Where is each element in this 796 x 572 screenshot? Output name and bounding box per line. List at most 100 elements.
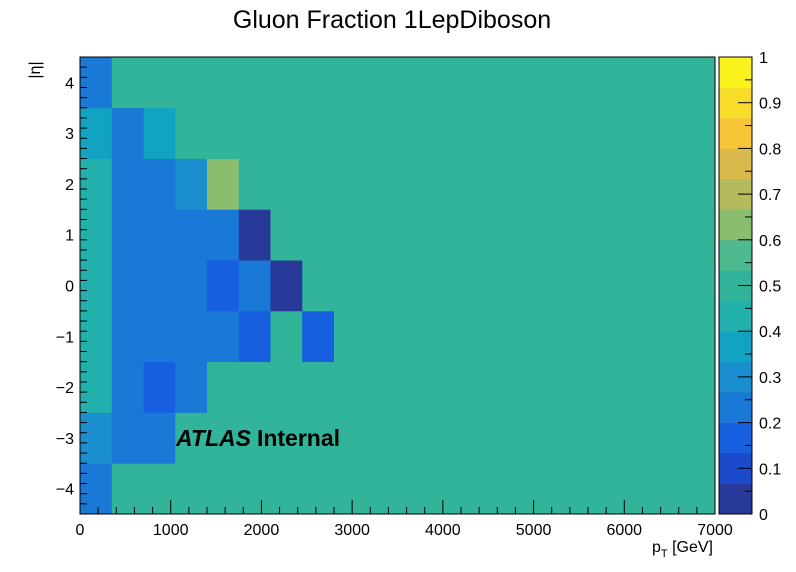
colorbar-segment bbox=[719, 117, 752, 149]
colorbar-segment bbox=[719, 300, 752, 332]
heatmap-cell bbox=[207, 463, 240, 515]
y-tick-label: −2 bbox=[56, 380, 74, 397]
heatmap-cell bbox=[207, 158, 240, 210]
heatmap-cell bbox=[175, 107, 208, 159]
heatmap-cell bbox=[80, 158, 113, 210]
colorbar-tick-label: 0 bbox=[759, 507, 768, 524]
heatmap-cell bbox=[238, 361, 271, 413]
heatmap-cell bbox=[238, 463, 271, 515]
x-axis-label: pT [GeV] bbox=[652, 539, 713, 560]
x-tick-label: 4000 bbox=[425, 522, 461, 539]
y-tick-label: −1 bbox=[56, 329, 74, 346]
heatmap-cell bbox=[143, 361, 176, 413]
y-axis-label: |η| bbox=[27, 61, 44, 78]
heatmap-cell bbox=[334, 412, 716, 464]
heatmap-cell bbox=[80, 57, 113, 109]
heatmap-cell bbox=[143, 57, 176, 109]
heatmap-cell bbox=[270, 310, 303, 363]
heatmap-cell bbox=[334, 260, 716, 312]
heatmap-cell bbox=[175, 57, 208, 109]
x-tick-label: 7000 bbox=[697, 522, 733, 539]
y-tick-label: 3 bbox=[65, 126, 74, 143]
x-axis-label-unit: [GeV] bbox=[668, 539, 713, 556]
heatmap-cell bbox=[270, 107, 303, 159]
chart-title: Gluon Fraction 1LepDiboson bbox=[233, 6, 551, 34]
heatmap-cell bbox=[207, 209, 240, 261]
heatmap-cell bbox=[270, 57, 303, 109]
heatmap-cell bbox=[111, 158, 144, 210]
heatmap-cell bbox=[111, 361, 144, 413]
heatmap-cell bbox=[111, 310, 144, 363]
y-tick-label: 1 bbox=[65, 228, 74, 245]
colorbar-tick-label: 0.6 bbox=[759, 233, 781, 250]
x-tick-label: 2000 bbox=[244, 522, 280, 539]
heatmap-cell bbox=[238, 107, 271, 159]
x-tick-label: 3000 bbox=[334, 522, 370, 539]
colorbar-segment bbox=[719, 483, 752, 515]
colorbar-tick-label: 1 bbox=[759, 50, 768, 67]
heatmap-cell bbox=[175, 310, 208, 363]
color-scale: 0 0.1 0.2 0.3 0.4 0.5 0.6 0.7 0.8 0.9 1 bbox=[718, 50, 781, 524]
heatmap-cell bbox=[270, 361, 303, 413]
x-tick-label: 1000 bbox=[153, 522, 189, 539]
x-axis-label-subscript: T bbox=[661, 548, 668, 560]
heatmap-cell bbox=[80, 412, 113, 464]
heatmap-cell bbox=[207, 107, 240, 159]
heatmap-cell bbox=[270, 158, 303, 210]
colorbar-segment bbox=[719, 239, 752, 271]
y-tick-label: −4 bbox=[56, 482, 74, 499]
heatmap-cell bbox=[334, 57, 716, 109]
colorbar-tick-label: 0.4 bbox=[759, 324, 781, 341]
heatmap-cell bbox=[111, 260, 144, 312]
heatmap-cell bbox=[334, 158, 716, 210]
heatmap-cell bbox=[111, 463, 144, 515]
heatmap-cell bbox=[80, 209, 113, 261]
x-tick-label: 6000 bbox=[606, 522, 642, 539]
y-tick-label: 4 bbox=[65, 75, 74, 92]
colorbar-segment bbox=[719, 209, 752, 241]
x-axis-label-main: p bbox=[652, 539, 661, 556]
y-axis: −4 −3 −2 −1 0 1 2 3 4 bbox=[56, 56, 87, 515]
heatmap-cell bbox=[302, 361, 335, 413]
heatmap-cell bbox=[175, 158, 208, 210]
heatmap-cell bbox=[175, 260, 208, 312]
heatmap-cell bbox=[111, 412, 144, 464]
atlas-label-bold: ATLAS bbox=[175, 425, 252, 451]
y-tick-label: 2 bbox=[65, 177, 74, 194]
colorbar-segment bbox=[719, 392, 752, 423]
heatmap-cell bbox=[238, 310, 271, 363]
heatmap-cell bbox=[111, 57, 144, 109]
atlas-label: ATLAS Internal bbox=[175, 425, 340, 451]
heatmap-cell bbox=[175, 361, 208, 413]
heatmap-cell bbox=[80, 260, 113, 312]
colorbar-segment bbox=[719, 57, 752, 88]
heatmap-cell bbox=[207, 361, 240, 413]
heatmap-cell bbox=[302, 107, 335, 159]
colorbar-tick-label: 0.9 bbox=[759, 96, 781, 113]
heatmap-cell bbox=[143, 158, 176, 210]
x-axis: 0 1000 2000 3000 4000 5000 6000 7000 bbox=[76, 500, 733, 539]
colorbar-tick-label: 0.3 bbox=[759, 370, 781, 387]
heatmap-cell bbox=[334, 361, 716, 413]
heatmap-cell bbox=[80, 107, 113, 159]
heatmap-cell bbox=[270, 412, 303, 464]
heatmap-cell bbox=[302, 260, 335, 312]
colorbar-tick-label: 0.2 bbox=[759, 416, 781, 433]
heatmap-cell bbox=[270, 463, 303, 515]
colorbar-tick-label: 0.8 bbox=[759, 141, 781, 158]
y-tick-label: −3 bbox=[56, 431, 74, 448]
heatmap-cell bbox=[143, 310, 176, 363]
heatmap-cell bbox=[238, 57, 271, 109]
heatmap-cell bbox=[302, 57, 335, 109]
colorbar-tick-label: 0.7 bbox=[759, 187, 781, 204]
heatmap-cell bbox=[175, 209, 208, 261]
colorbar-segment bbox=[719, 422, 752, 454]
heatmap-cell bbox=[143, 107, 176, 159]
heatmap-cell bbox=[80, 463, 113, 515]
heatmap-cell bbox=[175, 412, 208, 464]
heatmap-cells bbox=[80, 57, 716, 515]
heatmap-cell bbox=[80, 361, 113, 413]
heatmap-cell bbox=[334, 463, 716, 515]
atlas-label-rest: Internal bbox=[257, 425, 340, 451]
heatmap-cell bbox=[302, 463, 335, 515]
